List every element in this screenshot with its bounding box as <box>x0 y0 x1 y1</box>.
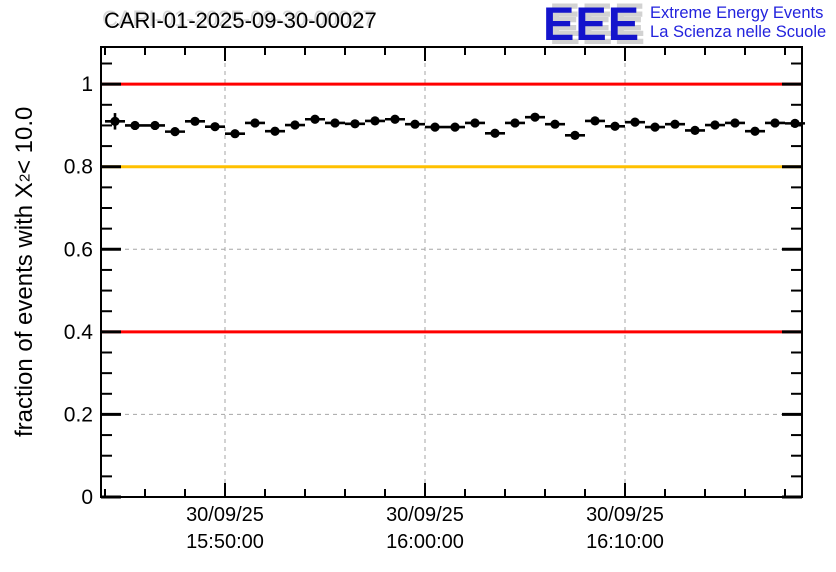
data-point <box>110 116 120 126</box>
eee-logo: EEE Extreme Energy Events La Scienza nel… <box>543 0 826 48</box>
x-tick-label-time: 16:10:00 <box>586 531 664 553</box>
logo-tagline-2: La Scienza nelle Scuole <box>650 23 827 41</box>
plot-frame <box>100 46 803 498</box>
eee-logo-taglines: Extreme Energy Events La Scienza nelle S… <box>650 4 826 42</box>
data-point <box>790 118 800 128</box>
x-tick-label-time: 16:00:00 <box>386 531 464 553</box>
data-point <box>750 126 760 136</box>
data-point <box>710 120 720 130</box>
data-point <box>310 114 320 124</box>
data-point <box>690 125 700 135</box>
data-point <box>250 118 260 128</box>
data-point <box>390 114 400 124</box>
x-tick-label-date: 30/09/25 <box>586 504 664 526</box>
data-point <box>230 129 240 139</box>
data-point <box>590 116 600 126</box>
y-tick-label: 0 <box>81 486 93 509</box>
data-point <box>570 130 580 140</box>
data-point <box>650 122 660 132</box>
data-point <box>190 116 200 126</box>
chart-title: CARI-01-2025-09-30-00027 <box>104 8 377 33</box>
data-point <box>330 118 340 128</box>
data-point <box>550 119 560 129</box>
y-tick-label: 0.4 <box>64 321 94 344</box>
data-point <box>630 117 640 127</box>
data-point <box>270 126 280 136</box>
data-point <box>470 118 480 128</box>
y-axis-title-sup: 2 <box>16 174 34 183</box>
data-point <box>610 121 620 131</box>
data-point <box>510 118 520 128</box>
data-point <box>170 127 180 137</box>
data-point <box>490 128 500 138</box>
data-point <box>410 119 420 129</box>
x-tick-label-date: 30/09/25 <box>186 504 264 526</box>
y-axis-title-text: fraction of events with X <box>11 182 38 438</box>
data-point <box>210 122 220 132</box>
data-point <box>530 112 540 122</box>
data-point <box>290 120 300 130</box>
y-axis-title-suffix: < 10.0 <box>11 106 38 175</box>
y-tick-label: 0.6 <box>64 238 93 261</box>
data-point <box>370 116 380 126</box>
y-tick-label: 1 <box>81 73 93 96</box>
y-tick-label: 0.2 <box>64 403 93 426</box>
data-point <box>350 119 360 129</box>
x-tick-label-date: 30/09/25 <box>386 504 464 526</box>
data-point <box>670 119 680 129</box>
data-point <box>150 120 160 131</box>
data-point <box>450 122 460 132</box>
data-point <box>130 120 140 131</box>
y-tick-label: 0.8 <box>64 156 93 179</box>
data-point <box>770 118 780 128</box>
data-point <box>730 118 740 128</box>
logo-tagline-1: Extreme Energy Events <box>650 4 824 22</box>
x-tick-label-time: 15:50:00 <box>186 531 264 553</box>
eee-logo-letters: EEE <box>543 0 641 50</box>
data-point <box>430 122 440 132</box>
